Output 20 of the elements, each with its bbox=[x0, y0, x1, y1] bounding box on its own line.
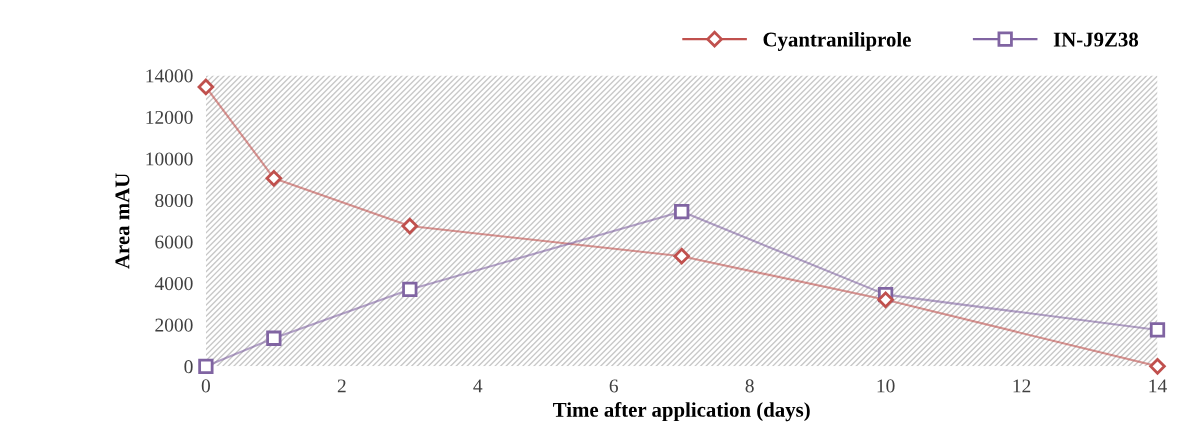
legend-label: Cyantraniliprole bbox=[763, 31, 911, 51]
x-axis-title: Time after application (days) bbox=[553, 401, 810, 422]
x-tick-label: 12 bbox=[1013, 379, 1031, 393]
x-tick-label: 0 bbox=[201, 379, 210, 393]
y-tick-label: 0 bbox=[184, 360, 193, 374]
y-tick-label: 10000 bbox=[146, 152, 193, 166]
x-tick-label: 2 bbox=[337, 379, 346, 393]
x-tick-label: 14 bbox=[1149, 379, 1167, 393]
y-tick-label: 8000 bbox=[155, 193, 193, 208]
x-tick-label: 6 bbox=[609, 379, 618, 393]
y-tick-label: 6000 bbox=[155, 235, 193, 249]
y-tick-label: 14000 bbox=[146, 69, 193, 83]
legend-label: IN-J9Z38 bbox=[1053, 32, 1139, 47]
y-axis-title: Area mAU bbox=[115, 173, 130, 269]
x-tick-label: 4 bbox=[473, 379, 483, 393]
y-tick-label: 2000 bbox=[155, 318, 193, 332]
y-tick-label: 12000 bbox=[146, 110, 193, 124]
y-tick-label: 4000 bbox=[154, 277, 193, 291]
x-tick-label: 8 bbox=[745, 379, 754, 393]
x-tick-label: 10 bbox=[877, 379, 895, 393]
